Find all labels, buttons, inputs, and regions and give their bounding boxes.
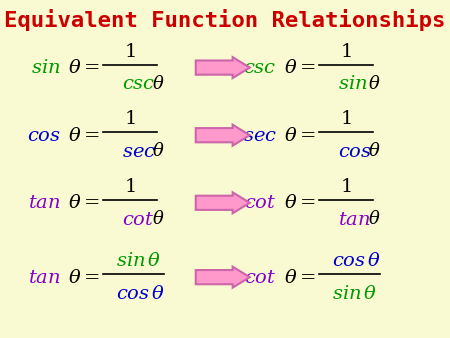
Text: $\theta =$: $\theta =$ (68, 193, 99, 212)
Text: $1$: $1$ (340, 177, 351, 196)
FancyArrow shape (196, 267, 250, 288)
Text: $\theta =$: $\theta =$ (68, 126, 99, 145)
Text: $\mathit{cos}$: $\mathit{cos}$ (338, 142, 373, 161)
Text: $\mathit{sec}$: $\mathit{sec}$ (243, 126, 277, 145)
Text: $1$: $1$ (340, 42, 351, 61)
Text: $1$: $1$ (124, 110, 135, 128)
Text: $1$: $1$ (340, 110, 351, 128)
FancyArrow shape (196, 57, 250, 78)
Text: Equivalent Function Relationships: Equivalent Function Relationships (4, 9, 446, 31)
Text: $\mathit{csc}$: $\mathit{csc}$ (122, 74, 156, 93)
Text: $\mathit{sin}\,\theta$: $\mathit{sin}\,\theta$ (116, 251, 162, 270)
Text: $\mathit{tan}$: $\mathit{tan}$ (338, 210, 371, 228)
Text: $\mathit{tan}$: $\mathit{tan}$ (28, 193, 61, 212)
Text: $\mathit{tan}$: $\mathit{tan}$ (28, 268, 61, 287)
Text: $\theta$: $\theta$ (152, 142, 165, 161)
Text: $\theta =$: $\theta =$ (284, 58, 315, 77)
Text: $\mathit{cot}$: $\mathit{cot}$ (244, 268, 277, 287)
Text: $\mathit{cos}\,\theta$: $\mathit{cos}\,\theta$ (332, 251, 381, 270)
Text: $\theta$: $\theta$ (152, 210, 165, 228)
Text: $\mathit{sin}\,\theta$: $\mathit{sin}\,\theta$ (332, 284, 378, 303)
Text: $\mathit{sec}$: $\mathit{sec}$ (122, 142, 157, 161)
Text: $1$: $1$ (124, 177, 135, 196)
Text: $\theta$: $\theta$ (368, 75, 381, 93)
Text: $\theta =$: $\theta =$ (68, 58, 99, 77)
Text: $\theta$: $\theta$ (152, 75, 165, 93)
Text: $\mathit{cot}$: $\mathit{cot}$ (244, 193, 277, 212)
Text: $\theta =$: $\theta =$ (284, 268, 315, 287)
Text: $\theta =$: $\theta =$ (284, 193, 315, 212)
FancyArrow shape (196, 192, 250, 213)
Text: $\mathit{cos}$: $\mathit{cos}$ (27, 126, 61, 145)
Text: $\mathit{sin}$: $\mathit{sin}$ (338, 74, 368, 93)
Text: $\theta =$: $\theta =$ (68, 268, 99, 287)
Text: $\theta$: $\theta$ (368, 142, 381, 161)
Text: $\mathit{cot}$: $\mathit{cot}$ (122, 210, 155, 228)
Text: $\theta$: $\theta$ (368, 210, 381, 228)
Text: $\mathit{csc}$: $\mathit{csc}$ (243, 58, 277, 77)
Text: $1$: $1$ (124, 42, 135, 61)
Text: $\mathit{cos}\,\theta$: $\mathit{cos}\,\theta$ (116, 284, 165, 303)
Text: $\theta =$: $\theta =$ (284, 126, 315, 145)
Text: $\mathit{sin}$: $\mathit{sin}$ (32, 58, 61, 77)
FancyArrow shape (196, 125, 250, 146)
